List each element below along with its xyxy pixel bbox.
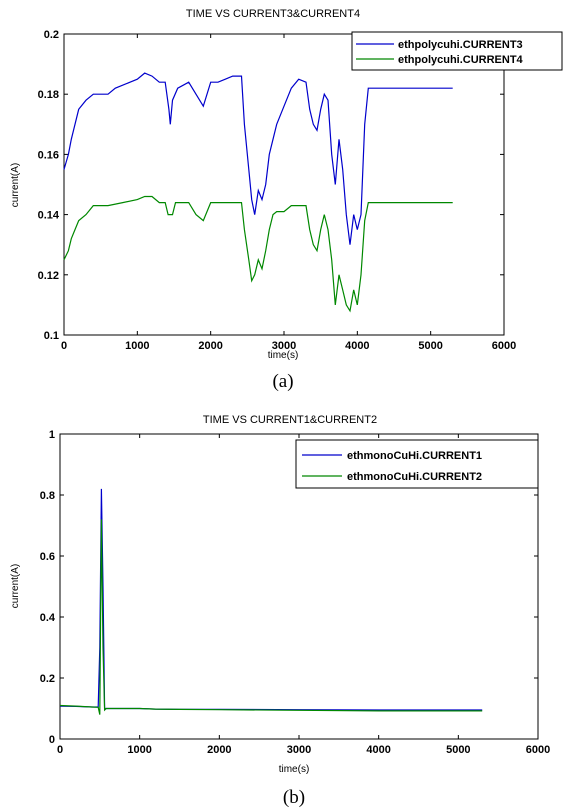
series-layer bbox=[59, 488, 483, 715]
chart-title: TIME VS CURRENT1&CURRENT2 bbox=[203, 414, 377, 426]
legend-label-current1: ethmonoCuHi.CURRENT1 bbox=[347, 450, 482, 462]
x-axis-label: time(s) bbox=[268, 350, 299, 361]
y-axis-label: current(A) bbox=[10, 163, 21, 207]
plot-area bbox=[63, 33, 505, 336]
y-tick-label: 0.14 bbox=[38, 210, 60, 222]
x-tick-label: 3000 bbox=[272, 340, 296, 352]
caption-b: (b) bbox=[283, 787, 305, 808]
x-tick-label: 5000 bbox=[418, 340, 442, 352]
axis-ticks: 0 1000 2000 3000 4000 5000 6000 0.1 0.12 0.14 0.16… bbox=[38, 29, 517, 352]
x-tick-label: 0 bbox=[61, 340, 67, 352]
x-tick-label: 2000 bbox=[207, 744, 231, 756]
legend-box bbox=[351, 31, 563, 71]
axis-ticks: 0 1000 2000 3000 4000 5000 6000 0 0.2 0.4 0.6 0.8 1 bbox=[40, 429, 551, 756]
y-tick-label: 0.12 bbox=[38, 270, 59, 282]
chart-b: TIME VS CURRENT1&CURRENT2 0 1000 2000 3000 4… bbox=[10, 414, 550, 808]
y-tick-label: 0.4 bbox=[40, 612, 56, 624]
legend-label-current2: ethmonoCuHi.CURRENT2 bbox=[347, 471, 482, 483]
x-tick-label: 5000 bbox=[446, 744, 470, 756]
y-tick-label: 0.16 bbox=[38, 149, 59, 161]
legend-box bbox=[295, 439, 539, 489]
x-tick-label: 3000 bbox=[287, 744, 311, 756]
series-layer bbox=[63, 72, 453, 313]
x-tick-label: 1000 bbox=[125, 340, 149, 352]
x-tick-label: 6000 bbox=[492, 340, 516, 352]
x-tick-label: 0 bbox=[57, 744, 63, 756]
series-line-1 bbox=[63, 72, 453, 245]
x-tick-label: 4000 bbox=[345, 340, 369, 352]
x-tick-label: 4000 bbox=[366, 744, 390, 756]
x-tick-label: 6000 bbox=[526, 744, 550, 756]
y-tick-label: 0.2 bbox=[44, 29, 59, 41]
y-tick-label: 0.6 bbox=[40, 551, 55, 563]
legend: ethmonoCuHi.CURRENT1 ethmonoCuHi.CURRENT… bbox=[295, 439, 539, 489]
y-axis-label: current(A) bbox=[10, 564, 21, 608]
x-axis-label: time(s) bbox=[279, 764, 310, 775]
legend-label-current3: ethpolycuhi.CURRENT3 bbox=[398, 39, 523, 51]
y-tick-label: 0 bbox=[49, 734, 55, 746]
x-tick-label: 2000 bbox=[198, 340, 222, 352]
y-tick-label: 0.18 bbox=[38, 89, 59, 101]
x-tick-label: 1000 bbox=[127, 744, 151, 756]
chart-a: TIME VS CURRENT3&CURRENT4 0 1000 2000 3000 4… bbox=[10, 8, 563, 392]
y-tick-label: 1 bbox=[49, 429, 55, 441]
series-line-2 bbox=[59, 519, 483, 715]
chart-title: TIME VS CURRENT3&CURRENT4 bbox=[186, 8, 360, 20]
y-tick-label: 0.8 bbox=[40, 490, 55, 502]
legend-label-current4: ethpolycuhi.CURRENT4 bbox=[398, 54, 524, 66]
legend: ethpolycuhi.CURRENT3 ethpolycuhi.CURRENT… bbox=[351, 31, 563, 71]
y-tick-label: 0.2 bbox=[40, 673, 55, 685]
series-line-2 bbox=[63, 195, 453, 313]
caption-a: (a) bbox=[272, 371, 293, 392]
y-tick-label: 0.1 bbox=[44, 330, 59, 342]
